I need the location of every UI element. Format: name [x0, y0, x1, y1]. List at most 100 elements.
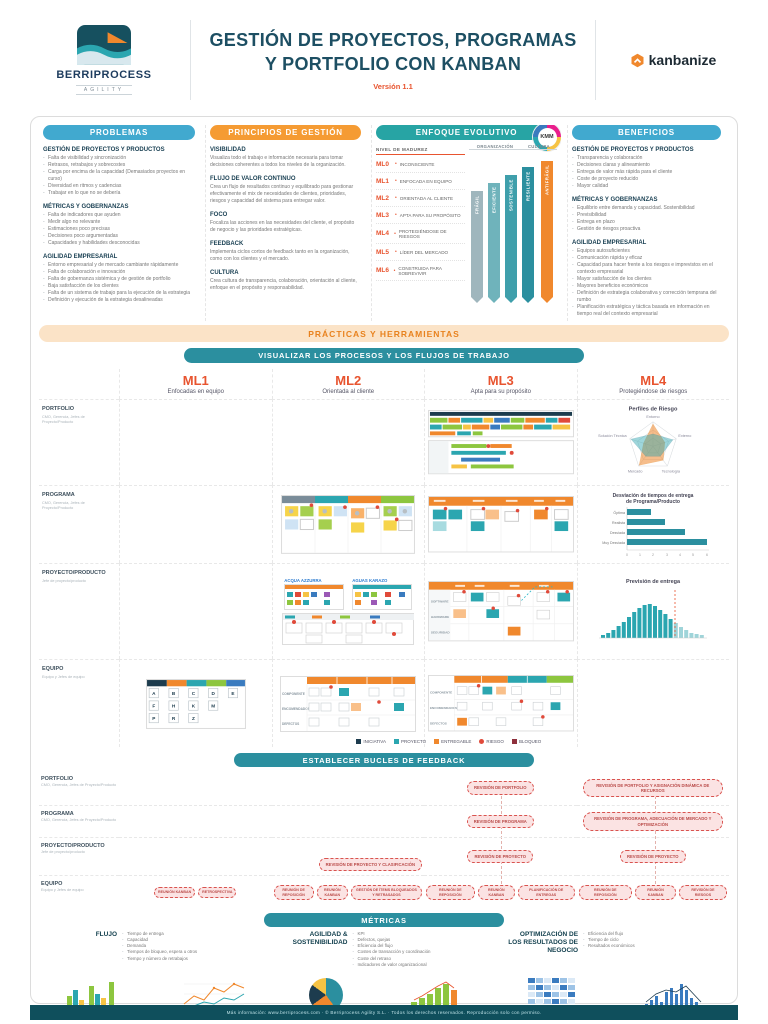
svg-text:COMPONENTE: COMPONENTE	[282, 692, 305, 696]
svg-text:R: R	[172, 716, 176, 721]
cell-programa-ml3	[424, 485, 577, 563]
bullet-item: Falta de un sistema de trabajo para la e…	[43, 290, 195, 297]
row-label-programa: PROGRAMA CMO, Gerencia, Jefes de Proyecto…	[39, 485, 119, 563]
bullet-item: Coste de proyecto reducido	[572, 176, 721, 183]
bullet-item: Falta de visibilidad y sincronización	[43, 155, 195, 162]
bullet-item: Gestión de riesgos proactiva	[572, 226, 721, 233]
visualizar-banner: VISUALIZAR LOS PROCESOS Y LOS FLUJOS DE …	[184, 348, 584, 363]
metric-group-optimizacion: OPTIMIZACIÓN DE LOS RESULTADOS DE NEGOCI…	[506, 931, 723, 968]
svg-text:COMPONENTE: COMPONENTE	[430, 691, 452, 695]
feedback-connector-line	[655, 781, 656, 889]
fb-proyecto-ml4: REVISIÓN DE PROYECTO	[576, 837, 729, 875]
bullet-list: Equipos autosuficientesComunicación rápi…	[572, 248, 721, 318]
svg-text:Externo: Externo	[679, 434, 692, 438]
cell-portfolio-ml3	[424, 399, 577, 485]
fb-programa-ml1	[119, 805, 272, 837]
metric-list: Tiempo de entregaCapacidadDemandaTiempos…	[122, 931, 197, 968]
group-heading: CULTURA	[210, 270, 239, 276]
cell-portfolio-ml2	[271, 399, 424, 485]
metric-item: Demanda	[122, 943, 197, 949]
column-header-ml1: ML1 Enfocadas en equipo	[119, 369, 272, 399]
meeting-pill: REVISIÓN DE PROYECTO	[619, 849, 686, 864]
fb-portfolio-ml1	[119, 771, 272, 805]
metric-item: Resultados económicos	[583, 943, 635, 949]
bullet-item: Decisiones claras y alineamiento	[572, 162, 721, 169]
bullet-item: Falta de indicadores que ayuden	[43, 212, 195, 219]
svg-text:6: 6	[706, 553, 708, 557]
metric-item: Eficiencia del flujo	[353, 943, 431, 949]
fb-programa-ml3: REVISIÓN DE PROGRAMA	[424, 805, 577, 837]
cell-proyecto-ml3: SOFTWARE HARDWARE SEGURIDAD	[424, 563, 577, 659]
meeting-pill: REUNIÓN DE REPOSICIÓN	[578, 884, 633, 901]
svg-text:Tecnología: Tecnología	[662, 470, 681, 474]
bullet-item: Comunicación rápida y eficaz	[572, 255, 721, 262]
beneficios-header: BENEFICIOS	[572, 125, 721, 140]
header-divider	[190, 20, 191, 100]
row-label-proyecto: PROYECTO/PRODUCTO Jefe de proyecto/produc…	[39, 563, 119, 659]
group-heading: GESTIÓN DE PROYECTOS Y PRODUCTOS	[43, 147, 165, 153]
delivery-forecast-histogram: Previsión de entrega	[599, 579, 708, 638]
svg-text:2: 2	[652, 553, 654, 557]
fb-row-label-proyecto: PROYECTO/PRODUCTO Jefe de proyecto/produc…	[39, 837, 119, 875]
meeting-pill: REVISIÓN DE RIESGOS	[678, 884, 727, 901]
kanbanize-logo-icon	[631, 53, 644, 67]
swimlane-kanban-board: SOFTWARE HARDWARE SEGURIDAD	[427, 581, 574, 642]
fb-equipo-ml1: REUNIÓN KANBAN RETROSPECTIVA	[119, 875, 272, 909]
practicas-banner: PRÁCTICAS Y HERRAMIENTAS	[39, 325, 729, 342]
svg-text:4: 4	[679, 553, 681, 557]
svg-text:ENCOMENDADOS: ENCOMENDADOS	[282, 707, 310, 711]
fb-equipo-ml2: REUNIÓN DE REPOSICIÓN REUNIÓN KANBAN GESTI…	[271, 875, 424, 909]
fb-proyecto-ml3: REVISIÓN DE PROYECTO	[424, 837, 577, 875]
ribbon-headers: ORGANIZACIÓN CULTURA	[469, 144, 557, 150]
board-legend: INICIATIVA PROYECTO ENTREGABLE RIESGO BL…	[356, 739, 541, 744]
metric-item: Tiempos de bloqueo, espera u otros	[122, 949, 197, 955]
header-divider	[595, 20, 596, 100]
fb-row-label-portfolio: PORTFOLIO CMO, Gerencia, Jefes de Proyect…	[41, 776, 117, 787]
column-header-ml4: ML4 Protegiéndose de riesgos	[576, 369, 730, 399]
svg-text:SEGURIDAD: SEGURIDAD	[431, 631, 450, 635]
group-heading: MÉTRICAS Y GOBERNANZAS	[572, 197, 658, 203]
legend-item: PROYECTO	[393, 739, 426, 744]
meeting-pill: RETROSPECTIVA	[198, 887, 237, 898]
kanbanize-brand: kanbanize	[608, 52, 738, 68]
svg-text:D: D	[211, 691, 215, 696]
maturity-level: ML0 • INCONSCIENTE	[376, 156, 465, 173]
principle-text: Crea cultura de transparencia, colaborac…	[210, 278, 357, 291]
svg-text:SOFTWARE: SOFTWARE	[431, 600, 449, 604]
mini-kanban-board	[352, 584, 413, 610]
bullet-item: Baja satisfacción de los clientes	[43, 283, 195, 290]
bullet-item: Trabajar en lo que no se debería	[43, 190, 195, 197]
row-label-portfolio: PORTFOLIO CMO, Gerencia, Jefes de Proyect…	[39, 399, 119, 485]
mini-kanban-board	[284, 584, 345, 610]
sticky-notes-board	[281, 495, 416, 554]
cell-portfolio-ml4: Perfiles de Riesgo Entorno Externo Tecno…	[576, 399, 729, 485]
enfoque-column: ENFOQUE EVOLUTIVO KMM NIVEL DE MADUREZ M…	[371, 125, 561, 321]
berriprocess-logo-icon	[77, 25, 131, 65]
feedback-banner: ESTABLECER BUCLES DE FEEDBACK	[234, 753, 534, 767]
meeting-pill: REUNIÓN KANBAN	[635, 884, 676, 901]
project-board-acqua: ACQUA AZZURRA	[284, 578, 345, 610]
maturity-level: ML6 • CONSTRUIDA PARA SOBREVIVIR	[376, 261, 465, 281]
version-label: Versión 1.1	[373, 81, 413, 91]
principle-text: Crea un flujo de resultados continuo y e…	[210, 184, 354, 204]
cell-proyecto-ml2: ACQUA AZZURRA AGUAS KARAZO	[271, 563, 424, 659]
metric-item: Eficiencia del flujo	[583, 931, 635, 937]
bullet-item: Equilibrio entre demanda y capacidad. So…	[572, 205, 721, 212]
legend-item: INICIATIVA	[356, 739, 386, 744]
metric-item: Capacidad	[122, 937, 197, 943]
bullet-item: Definición de estrategia colaborativa y …	[572, 290, 721, 304]
metricas-banner: MÉTRICAS	[264, 913, 504, 927]
svg-text:Solución Técnica: Solución Técnica	[598, 434, 627, 438]
brand-subtitle: AGILITY	[75, 84, 133, 95]
bullet-item: Retrasos, retrabajos y sobrecostes	[43, 162, 195, 169]
bullet-item: Entrega de valor más rápida para el clie…	[572, 169, 721, 176]
principle-text: Implementa ciclos cortos de feedback tan…	[210, 249, 350, 262]
row-label-equipo: EQUIPO Equipo y Jefes de equipo	[39, 659, 119, 747]
cell-portfolio-ml1	[119, 399, 272, 485]
portfolio-roadmap-board	[427, 410, 574, 475]
bullet-item: Entrega en plazo	[572, 219, 721, 226]
column-header-ml2: ML2 Orientada al cliente	[271, 369, 425, 399]
grid-corner	[39, 369, 119, 399]
delivery-deviation-bar-chart: Desviación de tiempos de entrega de Prog…	[602, 493, 710, 557]
maturity-ribbon: FRÁGIL	[471, 191, 483, 303]
